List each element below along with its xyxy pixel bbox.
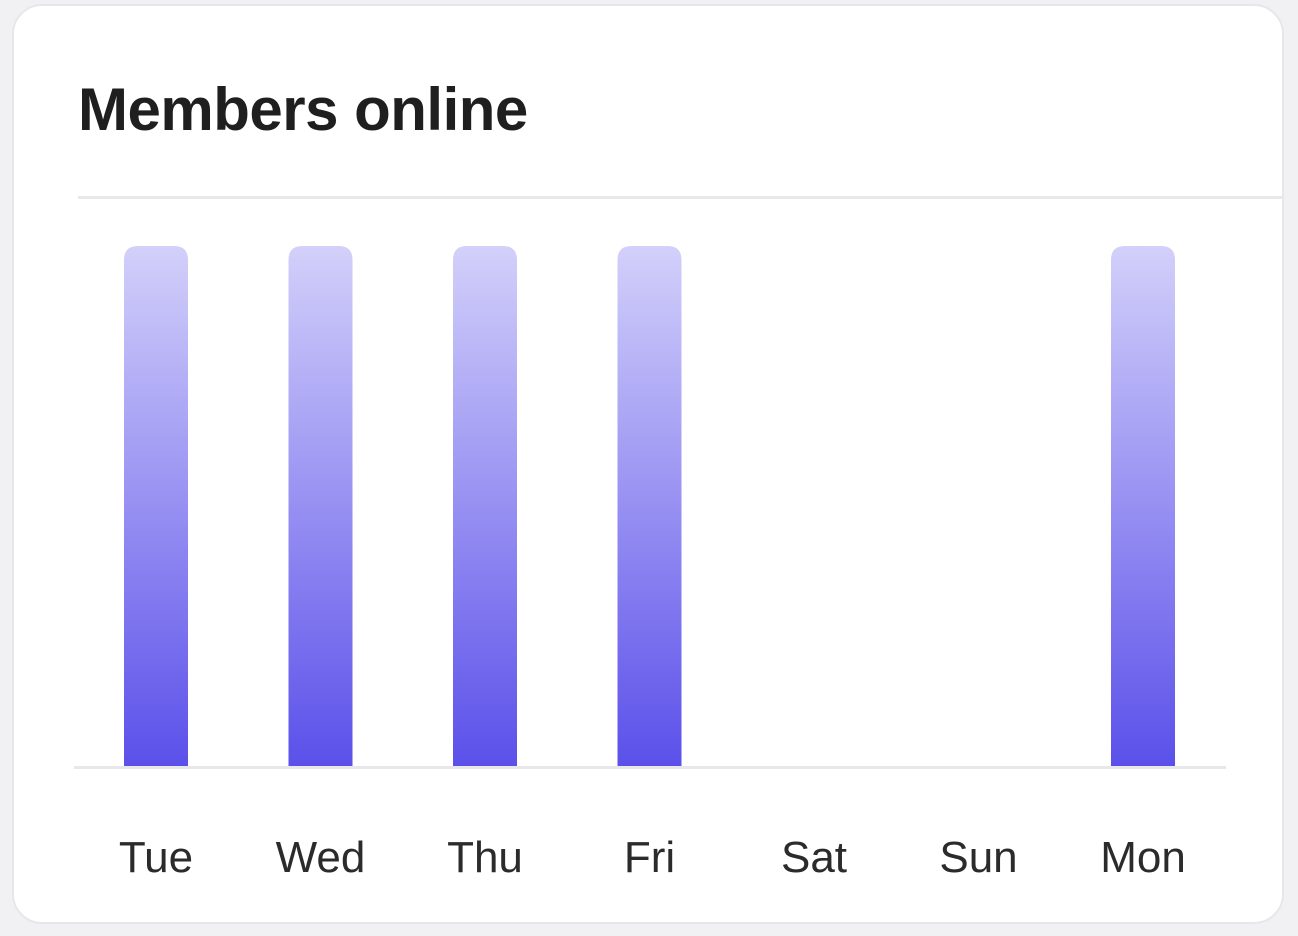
card-title: Members online (78, 76, 528, 143)
x-tick-label-sun: Sun (939, 833, 1017, 882)
x-tick-label-thu: Thu (447, 833, 523, 882)
title-divider (78, 196, 1282, 199)
x-tick-label-mon: Mon (1100, 833, 1186, 882)
bar-tue (124, 246, 188, 766)
bar-fri (617, 246, 682, 766)
bar-mon (1111, 246, 1175, 766)
members-online-bar-chart: Tue Wed Thu Fri Sat Sun Mon (74, 246, 1226, 882)
bar-thu (453, 246, 517, 766)
bar-wed (288, 246, 353, 766)
x-tick-label-fri: Fri (624, 833, 675, 882)
x-tick-label-tue: Tue (119, 833, 193, 882)
x-tick-labels: Tue Wed Thu Fri Sat Sun Mon (119, 833, 1186, 882)
x-tick-label-wed: Wed (276, 833, 366, 882)
x-tick-label-sat: Sat (781, 833, 847, 882)
members-online-card: Members online Tue Wed Thu Fri Sat Sun Mon (12, 4, 1284, 924)
bars-group (124, 246, 1175, 766)
